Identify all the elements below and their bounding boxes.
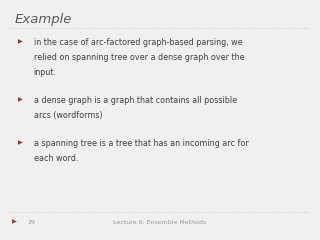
Text: in the case of arc-factored graph-based parsing, we: in the case of arc-factored graph-based …	[34, 38, 242, 48]
Text: a dense graph is a graph that contains all possible: a dense graph is a graph that contains a…	[34, 96, 237, 105]
Text: Example: Example	[14, 13, 72, 26]
Text: Lecture 6: Ensemble Methods: Lecture 6: Ensemble Methods	[113, 220, 207, 225]
Text: input.: input.	[34, 68, 57, 77]
Text: relied on spanning tree over a dense graph over the: relied on spanning tree over a dense gra…	[34, 53, 244, 62]
Text: ▶: ▶	[18, 97, 22, 102]
Text: ▶: ▶	[18, 140, 22, 145]
Text: arcs (wordforms): arcs (wordforms)	[34, 111, 102, 120]
Text: ▶: ▶	[18, 40, 22, 45]
Text: each word.: each word.	[34, 154, 78, 163]
Text: ▶: ▶	[12, 220, 17, 225]
Text: a spanning tree is a tree that has an incoming arc for: a spanning tree is a tree that has an in…	[34, 139, 248, 148]
Text: 29: 29	[27, 220, 35, 225]
